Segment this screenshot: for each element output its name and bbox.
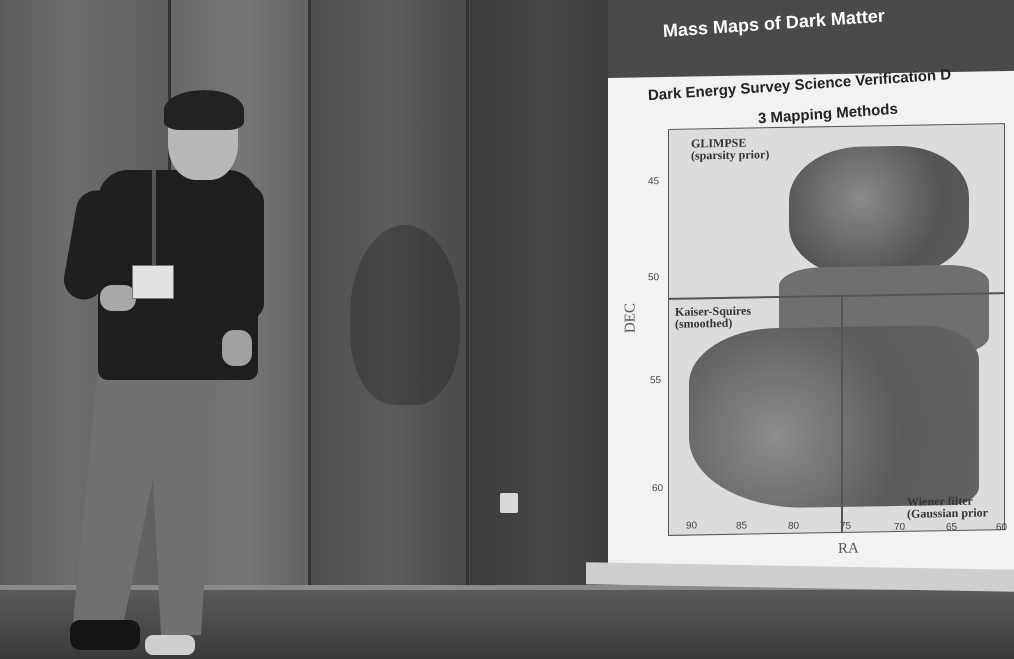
sneaker — [70, 620, 140, 650]
map-divider — [841, 296, 843, 532]
wood-wall-panel — [470, 0, 620, 600]
region-label-wiener: Wiener filter (Gaussian prior — [907, 494, 989, 521]
presenter-jeans — [73, 375, 217, 635]
y-axis-label: DEC — [622, 302, 639, 334]
x-tick: 60 — [996, 522, 1008, 534]
slide-header: Mass Maps of Dark Matter — [608, 0, 1014, 78]
mass-map-region — [689, 324, 979, 510]
x-tick: 70 — [894, 521, 906, 534]
panel-seam — [466, 0, 469, 620]
mass-map: GLIMPSE (sparsity prior) Kaiser-Squires … — [668, 123, 1005, 536]
x-axis-label: RA — [838, 540, 859, 557]
sneaker — [145, 635, 195, 655]
lanyard — [152, 170, 156, 265]
presenter-shadow — [350, 225, 460, 405]
region-label-line: (Gaussian prior — [907, 505, 989, 521]
y-tick: 55 — [650, 375, 662, 387]
panel-seam — [308, 0, 311, 620]
plot-subtitle: 3 Mapping Methods — [757, 100, 899, 128]
x-tick: 80 — [788, 520, 800, 532]
region-label-line: (smoothed) — [675, 315, 733, 331]
presenter-arm — [230, 185, 264, 320]
presenter-hand-with-clicker — [100, 285, 136, 311]
presenter-hair — [164, 90, 244, 130]
x-tick: 75 — [840, 520, 852, 532]
y-tick: 45 — [648, 176, 660, 188]
x-tick: 65 — [946, 521, 958, 534]
y-tick: 50 — [648, 272, 660, 284]
presenter-hand — [222, 330, 252, 366]
region-label-kaiser-squires: Kaiser-Squires (smoothed) — [675, 304, 751, 331]
mass-map-region — [789, 144, 969, 278]
projection-screen: Mass Maps of Dark Matter Dark Energy Sur… — [608, 0, 1014, 582]
y-tick: 60 — [652, 483, 664, 495]
x-tick: 85 — [736, 520, 748, 532]
wall-socket — [500, 493, 518, 513]
name-badge — [132, 265, 174, 299]
region-label-line: (sparsity prior) — [691, 147, 770, 163]
x-tick: 90 — [686, 520, 698, 532]
presenter — [60, 90, 270, 659]
wood-wall-panel — [310, 0, 470, 600]
region-label-glimpse: GLIMPSE (sparsity prior) — [691, 136, 770, 163]
slide-title: Mass Maps of Dark Matter — [662, 5, 886, 42]
